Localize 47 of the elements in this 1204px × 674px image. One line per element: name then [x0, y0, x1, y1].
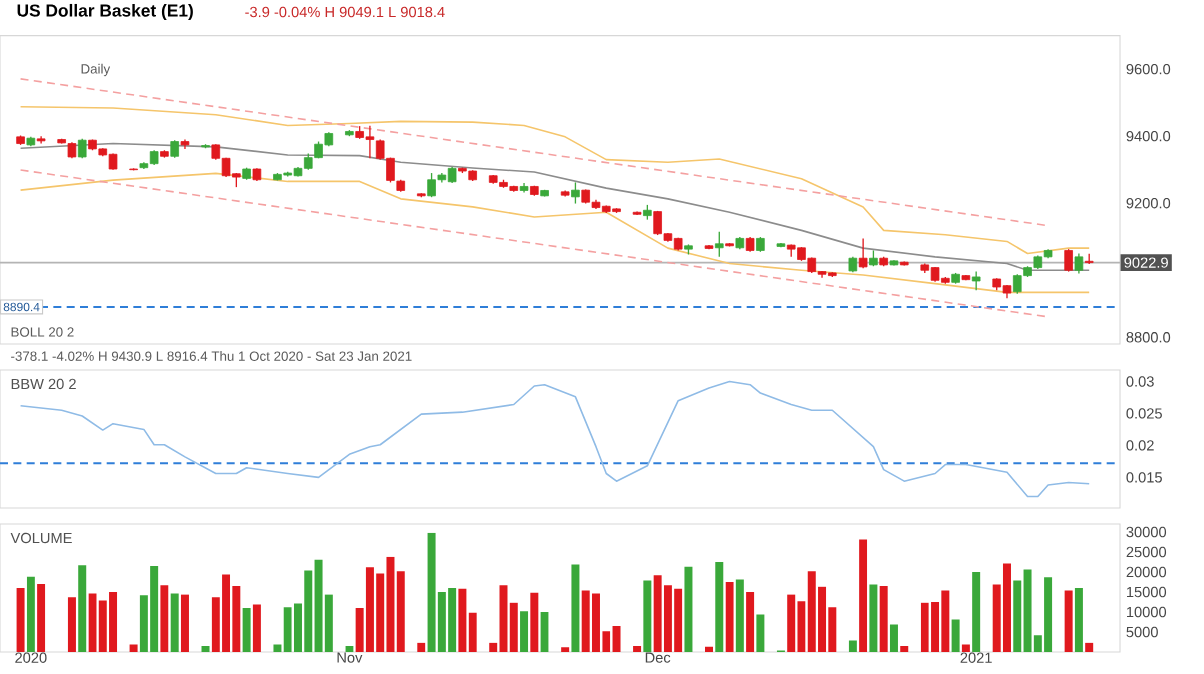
bar: [242, 608, 251, 652]
bar: [725, 582, 734, 652]
bar: [961, 644, 970, 652]
candlestick: [1074, 252, 1084, 275]
bar: [26, 576, 35, 652]
bar: [170, 593, 179, 652]
bar: [756, 614, 765, 652]
bar: [180, 594, 189, 652]
candlestick: [1064, 248, 1073, 273]
candlestick: [714, 231, 724, 258]
bar: [746, 592, 755, 652]
bar: [715, 562, 724, 652]
bar: [1064, 590, 1073, 652]
bar: [37, 584, 46, 652]
bar: [735, 579, 744, 652]
bar: [160, 585, 169, 652]
chart-title: US Dollar Basket (E1): [17, 3, 193, 21]
bar: [879, 586, 888, 652]
bar: [201, 646, 210, 652]
candlestick: [971, 270, 981, 292]
candlestick: [858, 237, 868, 269]
line-series: [19, 172, 1090, 294]
bar: [643, 580, 652, 652]
bar: [633, 646, 642, 652]
bar: [417, 642, 426, 652]
bar: [972, 572, 981, 652]
bar: [1085, 642, 1094, 652]
line-series: [19, 105, 1090, 255]
bar: [900, 646, 909, 652]
bar: [520, 611, 529, 652]
bar: [951, 619, 960, 652]
bar: [129, 644, 138, 652]
bar: [571, 564, 580, 652]
bar: [859, 539, 868, 652]
bar: [684, 566, 693, 652]
bar: [16, 588, 25, 652]
line-series: [19, 142, 1090, 272]
bar: [705, 646, 714, 652]
bar: [530, 592, 539, 652]
bar: [848, 640, 857, 652]
bar: [1074, 588, 1083, 652]
bar: [78, 565, 87, 652]
bar: [67, 597, 76, 652]
bar: [889, 624, 898, 652]
bar: [869, 584, 878, 652]
candlestick: [571, 181, 580, 205]
bar: [252, 604, 261, 652]
